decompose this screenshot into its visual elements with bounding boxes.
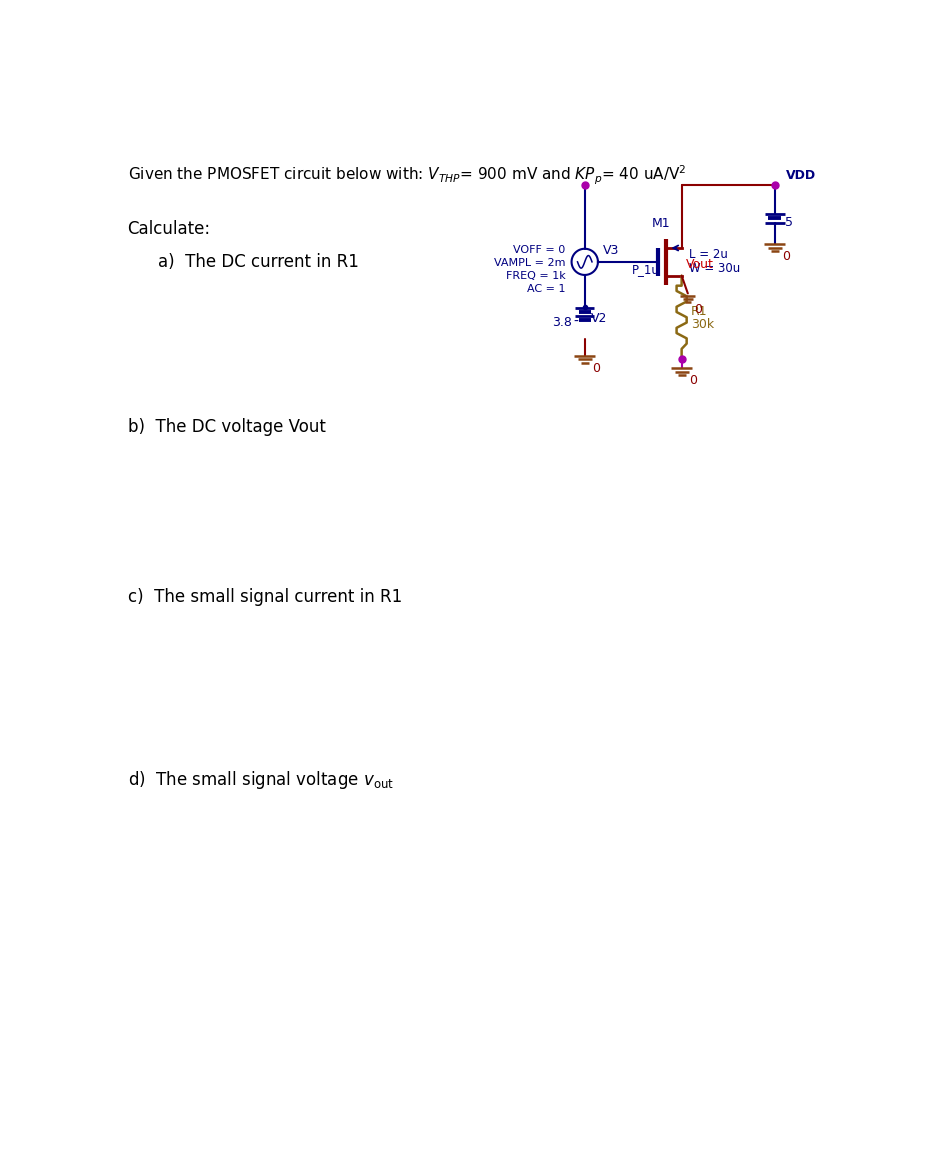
Text: Vout: Vout — [686, 259, 714, 271]
Text: b)  The DC voltage Vout: b) The DC voltage Vout — [128, 418, 325, 437]
Text: AC = 1: AC = 1 — [527, 284, 565, 294]
Text: Given the PMOSFET circuit below with: $\mathit{V}_{THP}$= 900 mV and $\mathit{KP: Given the PMOSFET circuit below with: $\… — [128, 164, 686, 187]
Text: a)  The DC current in R1: a) The DC current in R1 — [159, 253, 360, 271]
Text: L = 2u: L = 2u — [690, 248, 729, 261]
Text: 30k: 30k — [691, 318, 714, 332]
Text: P_1u: P_1u — [632, 263, 660, 276]
Text: d)  The small signal voltage $v_\mathrm{out}$: d) The small signal voltage $v_\mathrm{o… — [128, 769, 393, 791]
Text: M1: M1 — [653, 216, 671, 230]
Text: R1: R1 — [691, 304, 707, 317]
Text: -: - — [573, 315, 578, 329]
Text: 0: 0 — [690, 375, 697, 387]
Text: 0: 0 — [592, 362, 601, 375]
Text: V3: V3 — [603, 245, 619, 257]
Text: VDD: VDD — [785, 169, 816, 182]
Text: VOFF = 0: VOFF = 0 — [514, 245, 565, 255]
Text: VAMPL = 2m: VAMPL = 2m — [494, 259, 565, 268]
Text: 3.8: 3.8 — [552, 316, 572, 329]
Text: 5: 5 — [785, 216, 794, 229]
Text: W = 30u: W = 30u — [690, 262, 741, 275]
Text: 0: 0 — [694, 303, 702, 316]
Text: FREQ = 1k: FREQ = 1k — [505, 271, 565, 282]
Text: V2: V2 — [590, 311, 607, 325]
Text: 0: 0 — [782, 250, 791, 263]
Text: Calculate:: Calculate: — [128, 221, 210, 238]
Text: c)  The small signal current in R1: c) The small signal current in R1 — [128, 587, 401, 606]
